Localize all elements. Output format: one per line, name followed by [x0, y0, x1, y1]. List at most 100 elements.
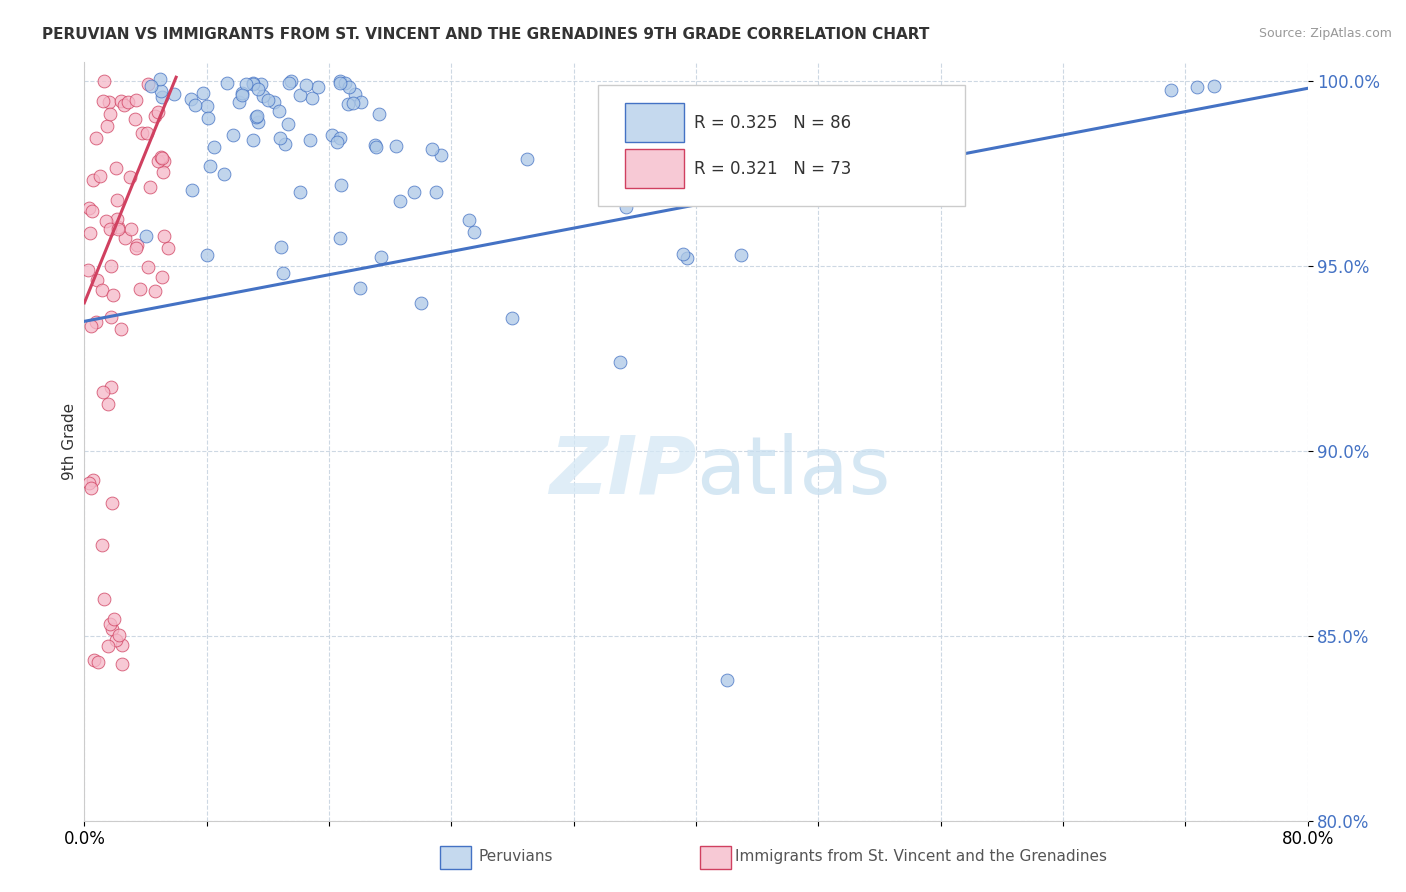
Point	[184, 97, 207, 112]
Point	[221, 128, 243, 142]
Point	[111, 657, 134, 671]
Point	[277, 76, 299, 90]
Point	[79, 201, 101, 215]
Point	[290, 87, 312, 102]
Point	[716, 673, 738, 687]
Point	[195, 98, 218, 112]
Text: Source: ZipAtlas.com: Source: ZipAtlas.com	[1258, 27, 1392, 40]
FancyBboxPatch shape	[598, 85, 965, 207]
Point	[120, 222, 142, 236]
Point	[153, 228, 176, 243]
Point	[146, 104, 169, 119]
Point	[609, 355, 631, 369]
Point	[364, 139, 387, 153]
Point	[197, 111, 219, 125]
Point	[91, 283, 114, 297]
Point	[215, 76, 238, 90]
Point	[91, 94, 114, 108]
Point	[96, 214, 118, 228]
Point	[110, 94, 132, 108]
Point	[114, 230, 136, 244]
Point	[103, 612, 125, 626]
Point	[336, 97, 359, 112]
Point	[730, 248, 752, 262]
Point	[98, 616, 121, 631]
Point	[84, 315, 107, 329]
FancyBboxPatch shape	[626, 149, 683, 187]
Point	[263, 95, 285, 110]
Point	[129, 282, 152, 296]
Point	[337, 80, 360, 95]
Point	[101, 288, 124, 302]
Point	[329, 76, 352, 90]
Point	[139, 78, 162, 93]
Point	[288, 185, 311, 199]
Point	[152, 153, 174, 168]
Point	[77, 475, 100, 490]
Point	[100, 379, 122, 393]
Point	[91, 385, 114, 400]
Point	[409, 296, 432, 310]
Y-axis label: 9th Grade: 9th Grade	[62, 403, 77, 480]
Point	[125, 241, 148, 255]
Point	[125, 237, 148, 252]
Text: atlas: atlas	[696, 433, 890, 511]
Point	[404, 185, 426, 199]
Point	[246, 109, 269, 123]
Point	[741, 192, 763, 206]
Point	[242, 76, 264, 90]
Point	[91, 538, 114, 552]
Point	[100, 496, 122, 510]
Point	[502, 310, 524, 325]
Point	[333, 76, 356, 90]
Point	[89, 169, 111, 183]
Point	[87, 656, 110, 670]
Point	[150, 151, 173, 165]
Point	[326, 136, 349, 150]
Point	[124, 112, 146, 126]
FancyBboxPatch shape	[626, 103, 683, 142]
Point	[516, 152, 538, 166]
Point	[270, 240, 292, 254]
Point	[195, 248, 218, 262]
Text: ZIP: ZIP	[548, 433, 696, 511]
Point	[143, 109, 166, 123]
Point	[107, 221, 129, 235]
Point	[295, 78, 318, 93]
Point	[79, 226, 101, 240]
Point	[150, 269, 173, 284]
Point	[86, 273, 108, 287]
Point	[180, 92, 202, 106]
Point	[364, 137, 387, 152]
Point	[245, 111, 267, 125]
Point	[118, 170, 141, 185]
Point	[242, 133, 264, 147]
Point	[298, 133, 321, 147]
Point	[388, 194, 411, 208]
Point	[93, 73, 115, 87]
Point	[107, 219, 129, 234]
Point	[257, 93, 280, 107]
Point	[105, 212, 128, 227]
Point	[139, 180, 162, 194]
Point	[385, 138, 408, 153]
Point	[98, 222, 121, 236]
Text: Immigrants from St. Vincent and the Grenadines: Immigrants from St. Vincent and the Gren…	[735, 849, 1108, 863]
Point	[349, 281, 371, 295]
Point	[98, 95, 121, 109]
Point	[246, 82, 269, 96]
Point	[321, 128, 343, 142]
Point	[349, 95, 371, 109]
Point	[274, 137, 297, 152]
Point	[82, 173, 104, 187]
Point	[111, 638, 134, 652]
Point	[1185, 80, 1208, 95]
Point	[163, 87, 186, 102]
Point	[100, 310, 122, 325]
Point	[80, 319, 103, 334]
Point	[108, 628, 131, 642]
Point	[96, 119, 118, 133]
Point	[457, 212, 479, 227]
Point	[149, 84, 172, 98]
Point	[228, 95, 250, 109]
